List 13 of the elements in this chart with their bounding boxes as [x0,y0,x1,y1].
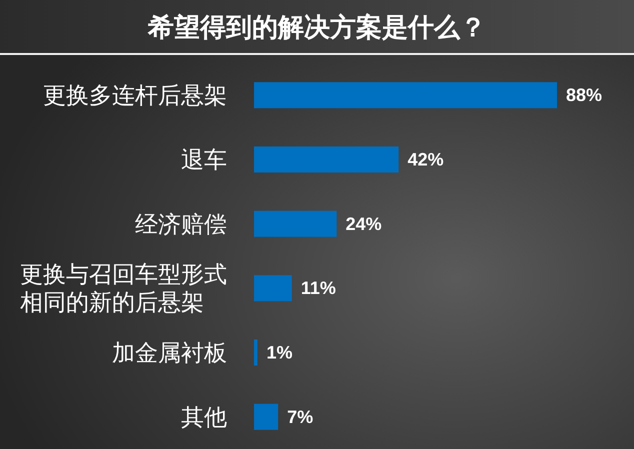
category-label: 更换与召回车型形式相同的新的后悬架 [20,261,227,316]
data-label: 7% [287,406,314,427]
category-label: 经济赔偿 [135,210,227,237]
data-label: 11% [300,278,336,298]
data-label: 24% [346,214,382,234]
category-label: 退车 [181,146,227,172]
category-label: 更换多连杆后悬架 [43,82,227,108]
data-label: 42% [408,150,444,170]
title: 希望得到的解决方案是什么？ [148,12,486,42]
category-label: 加金属衬板 [112,340,227,366]
data-label: 1% [266,342,292,362]
category-label: 其他 [181,404,227,430]
data-label: 88% [566,85,602,106]
